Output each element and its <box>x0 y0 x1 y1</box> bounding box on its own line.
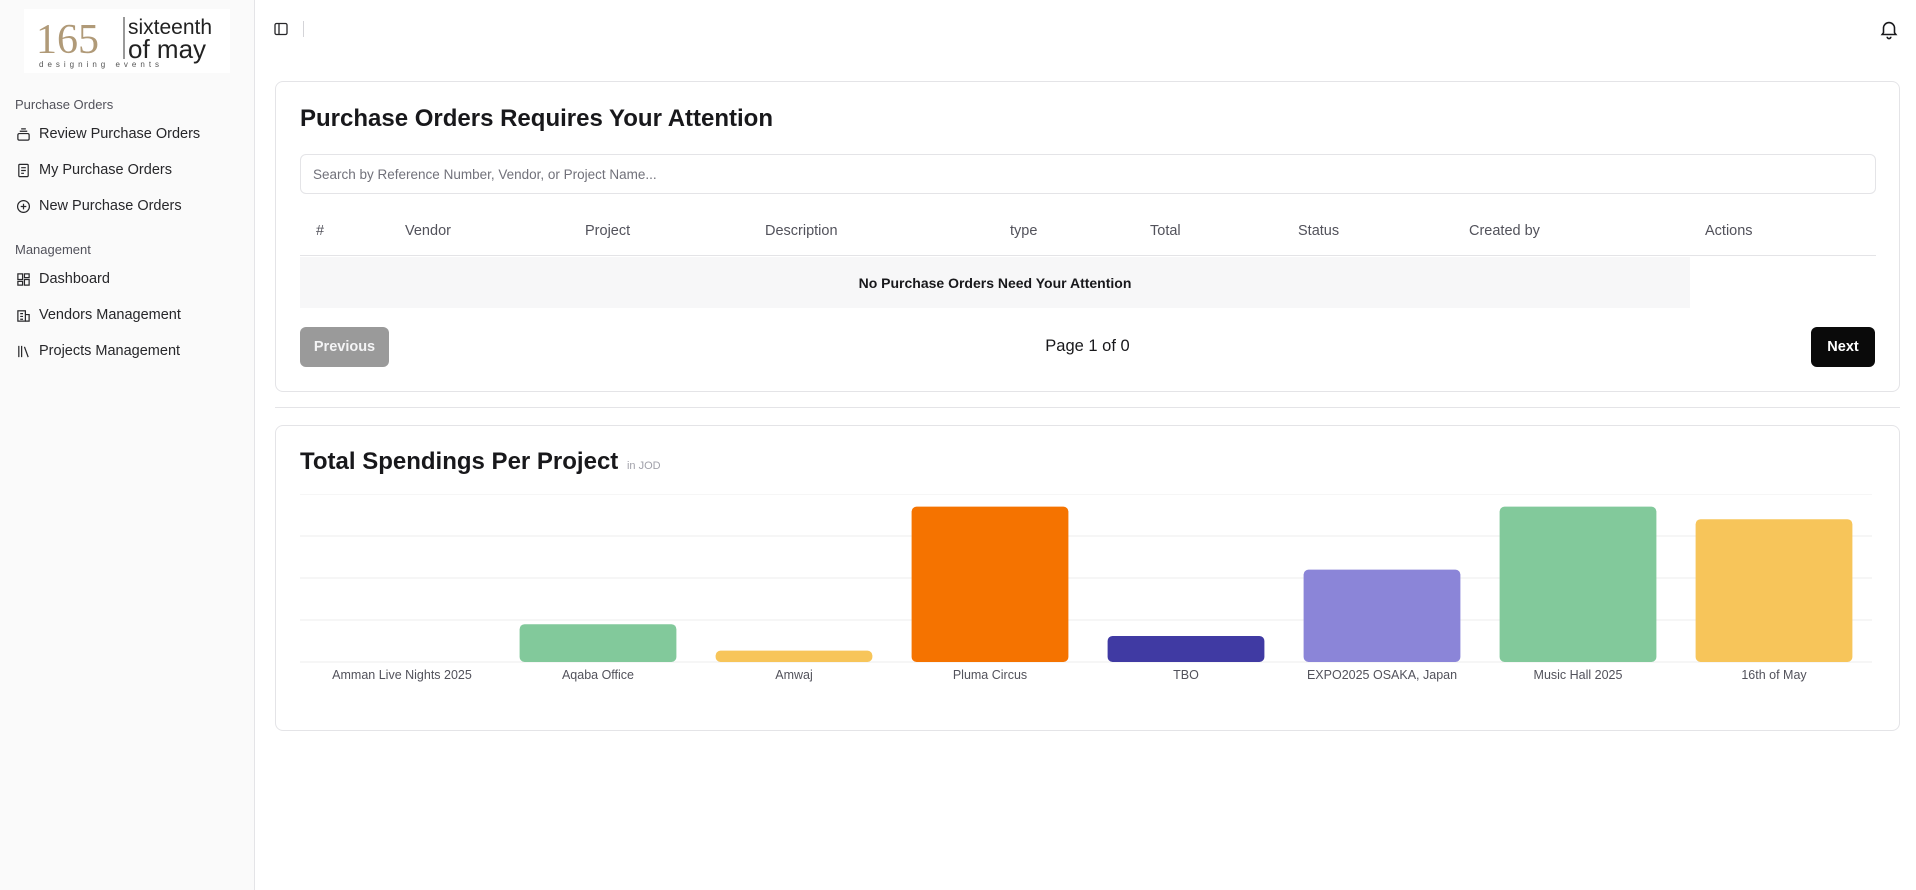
notifications-button[interactable] <box>1878 18 1900 40</box>
company-logo-graphic: 165 sixteenth of may designing events <box>36 16 212 69</box>
column-header-total: Total <box>1150 223 1181 239</box>
bell-icon <box>1880 21 1898 40</box>
table-header: # Vendor Project Description type Total … <box>300 206 1876 256</box>
column-header-vendor: Vendor <box>405 223 451 239</box>
column-header-number: # <box>316 223 325 239</box>
chart-category-label: Music Hall 2025 <box>1534 668 1623 682</box>
logo-line2: of may <box>128 34 206 64</box>
sidebar-item-vendors-management[interactable]: Vendors Management <box>0 297 254 333</box>
chart-category-label: Aqaba Office <box>562 668 634 682</box>
chart-category-label: EXPO2025 OSAKA, Japan <box>1307 668 1457 682</box>
logo-line1: sixteenth <box>128 16 212 39</box>
company-logo[interactable]: 165 sixteenth of may designing events <box>24 9 230 73</box>
sidebar-item-my-purchase-orders[interactable]: My Purchase Orders <box>0 152 254 188</box>
spendings-unit: in JOD <box>626 460 661 472</box>
page-info: Page 1 of 0 <box>1045 337 1130 355</box>
sidebar-item-label: Dashboard <box>39 271 110 287</box>
sidebar-item-new-purchase-orders[interactable]: New Purchase Orders <box>0 188 254 224</box>
stack-icon <box>15 126 31 142</box>
sidebar-item-projects-management[interactable]: Projects Management <box>0 333 254 369</box>
chart-bar[interactable] <box>715 650 873 662</box>
column-header-created-by: Created by <box>1469 223 1540 239</box>
dashboard-icon <box>15 271 31 287</box>
sidebar-item-label: Projects Management <box>39 343 181 359</box>
section-divider <box>275 407 1900 408</box>
group-label-management: Management <box>15 242 91 257</box>
attention-card: Purchase Orders Requires Your Attention … <box>275 81 1900 392</box>
chart-category-label: Amman Live Nights 2025 <box>332 668 472 682</box>
previous-button[interactable]: Previous <box>300 327 389 367</box>
sidebar: 165 sixteenth of may designing events Pu… <box>0 0 255 890</box>
document-icon <box>15 162 31 178</box>
spendings-bar-chart: Amman Live Nights 2025 Aqaba Office Amwaj P… <box>300 494 1872 682</box>
group-label-purchase-orders: Purchase Orders <box>15 97 114 112</box>
topbar <box>255 0 1916 58</box>
search-input[interactable] <box>300 154 1876 194</box>
logo-tagline: designing events <box>39 60 163 69</box>
sidebar-item-label: My Purchase Orders <box>39 162 172 178</box>
spendings-title-text: Total Spendings Per Project <box>300 448 619 475</box>
column-header-project: Project <box>585 223 631 239</box>
empty-state-row: No Purchase Orders Need Your Attention <box>300 257 1690 308</box>
panel-left-icon <box>274 22 288 36</box>
spendings-card: Total Spendings Per Project in JOD Amman… <box>275 425 1900 731</box>
next-button[interactable]: Next <box>1811 327 1875 367</box>
sidebar-item-label: Vendors Management <box>39 307 181 323</box>
sidebar-item-dashboard[interactable]: Dashboard <box>0 261 254 297</box>
chart-category-label: TBO <box>1173 668 1199 682</box>
library-icon <box>15 343 31 359</box>
chart-bar[interactable] <box>1695 519 1853 662</box>
sidebar-item-label: New Purchase Orders <box>39 198 182 214</box>
topbar-separator <box>303 21 304 37</box>
chart-bar[interactable] <box>911 506 1069 662</box>
chart-bar[interactable] <box>519 624 677 662</box>
building-icon <box>15 307 31 323</box>
logo-area: 165 sixteenth of may designing events <box>0 0 254 80</box>
sidebar-toggle-button[interactable] <box>273 21 289 37</box>
chart-bar[interactable] <box>1303 569 1461 662</box>
sidebar-item-review-purchase-orders[interactable]: Review Purchase Orders <box>0 116 254 152</box>
spendings-title: Total Spendings Per Project in JOD <box>300 448 661 476</box>
column-header-type: type <box>1010 223 1038 239</box>
column-header-actions: Actions <box>1705 223 1753 239</box>
attention-title: Purchase Orders Requires Your Attention <box>300 105 774 132</box>
column-header-status: Status <box>1298 223 1340 239</box>
chart-category-label: 16th of May <box>1741 668 1807 682</box>
chart-bar[interactable] <box>1499 506 1657 662</box>
logo-number: 165 <box>36 17 99 63</box>
chart-category-label: Amwaj <box>775 668 813 682</box>
main-content: Purchase Orders Requires Your Attention … <box>255 0 1916 890</box>
sidebar-item-label: Review Purchase Orders <box>39 126 201 142</box>
chart-category-label: Pluma Circus <box>953 668 1027 682</box>
column-header-description: Description <box>765 223 838 239</box>
chart-bar[interactable] <box>1107 635 1265 662</box>
plus-circle-icon <box>15 198 31 214</box>
